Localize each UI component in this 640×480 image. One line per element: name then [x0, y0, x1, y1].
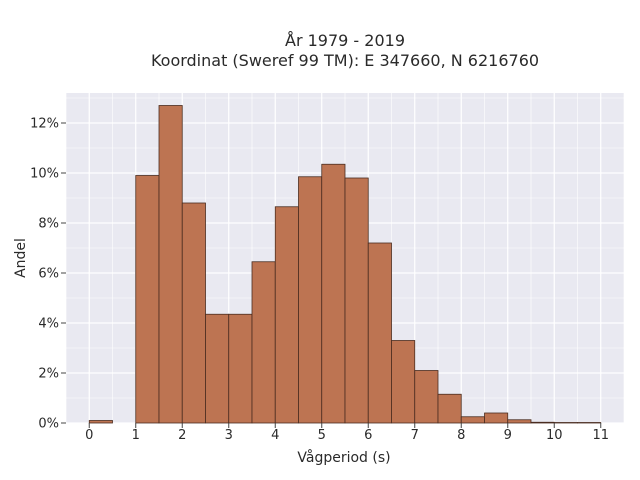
x-tick-label: 5 [318, 428, 326, 443]
histogram-bar [484, 412, 509, 424]
histogram-bar [553, 422, 578, 424]
y-tick-label: 2% [38, 367, 59, 382]
x-tick-label: 4 [271, 428, 279, 443]
y-axis-label: Andel [13, 238, 29, 278]
chart-title-line-1: År 1979 - 2019 [285, 31, 405, 50]
histogram-bar [181, 202, 206, 424]
y-tick-label: 6% [38, 267, 59, 282]
histogram-bar [344, 177, 369, 424]
histogram-bar [274, 206, 299, 424]
histogram-bar [205, 313, 230, 424]
histogram-bar [460, 416, 485, 424]
histogram-bar [414, 370, 439, 424]
x-tick-label: 10 [546, 428, 563, 443]
x-tick-label: 2 [178, 428, 186, 443]
x-tick-label: 6 [364, 428, 372, 443]
y-tick-label: 4% [38, 317, 59, 332]
x-tick-label: 11 [592, 428, 609, 443]
histogram-bar [437, 393, 462, 424]
histogram-bar [577, 422, 602, 424]
x-tick-label: 3 [225, 428, 233, 443]
chart-title-line-2: Koordinat (Sweref 99 TM): E 347660, N 62… [151, 51, 539, 70]
y-tick-label: 8% [38, 217, 59, 232]
histogram-bar [391, 340, 416, 424]
x-tick-label: 1 [132, 428, 140, 443]
histogram-bar [158, 105, 183, 424]
histogram-bar [251, 261, 276, 424]
x-tick-label: 8 [457, 428, 465, 443]
x-tick-label: 9 [504, 428, 512, 443]
histogram-bar [88, 420, 113, 424]
y-axis-ticks: 0% 2% 4% 6% 8% 10% 12% [30, 117, 66, 432]
histogram-bar [228, 313, 253, 424]
x-tick-label: 7 [411, 428, 419, 443]
y-tick-label: 12% [30, 117, 59, 132]
histogram-bar [530, 421, 555, 424]
y-tick-label: 10% [30, 167, 59, 182]
histogram-bar [507, 419, 532, 424]
x-tick-label: 0 [85, 428, 93, 443]
histogram-bar [321, 163, 346, 424]
x-axis-ticks: 0 1 2 3 4 5 6 7 8 9 10 11 [85, 423, 609, 443]
histogram-bar [135, 175, 160, 424]
y-tick-label: 0% [38, 417, 59, 432]
histogram-bar [367, 242, 392, 424]
bars [88, 105, 602, 424]
histogram-bar [298, 176, 323, 424]
x-axis-label: Vågperiod (s) [297, 449, 390, 466]
